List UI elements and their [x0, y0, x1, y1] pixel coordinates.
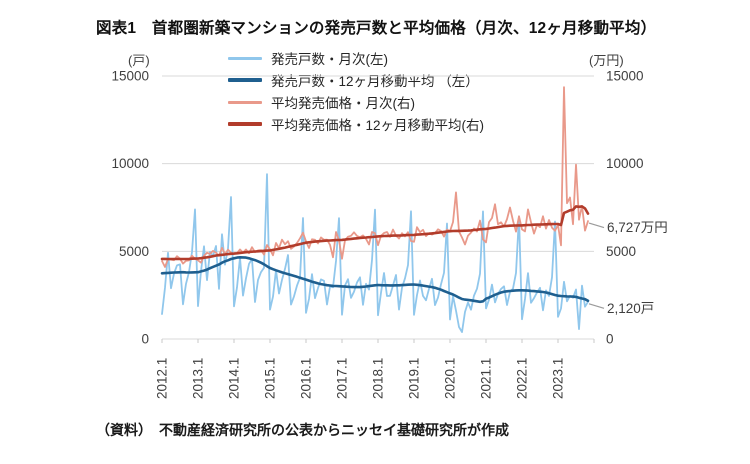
y-right-tick-5000: 5000 [606, 244, 636, 259]
legend-line-swatch [228, 122, 262, 126]
y-left-tick-0: 0 [141, 332, 149, 347]
series-line-units-monthly [161, 173, 589, 334]
y-axis-left-tick-labels: 0 5000 10000 15000 [111, 69, 149, 347]
x-tick-label-2023.1: 2023.1 [551, 358, 566, 399]
legend-line-swatch [228, 100, 262, 104]
legend-item-label: 発売戸数・12ヶ月移動平均 （左） [271, 74, 479, 89]
legend-item-2: 平均発売価格・月次(右) [228, 91, 484, 113]
x-tick-label-2022.1: 2022.1 [515, 358, 530, 399]
y-right-tick-15000: 15000 [606, 69, 644, 84]
x-tick-label-2019.1: 2019.1 [407, 358, 422, 399]
legend: 発売戸数・月次(左) 発売戸数・12ヶ月移動平均 （左） 平均発売価格・月次(右) 平… [228, 47, 484, 135]
series-line-units-ma12 [160, 255, 590, 304]
value-annotations: 6,727万円 2,120戸 [588, 220, 668, 316]
legend-item-label: 発売戸数・月次(左) [271, 52, 388, 67]
x-tick-label-2017.1: 2017.1 [335, 358, 350, 399]
x-axis-ticks [161, 339, 595, 343]
x-tick-label-2015.1: 2015.1 [263, 358, 278, 399]
price-latest-annotation-leader-line [588, 222, 605, 229]
legend-line-swatch [228, 78, 262, 82]
y-right-tick-0: 0 [606, 332, 614, 347]
data-series-lines [160, 86, 590, 334]
price-latest-annotation: 6,727万円 [607, 220, 668, 235]
left-axis-unit-label: (戸) [128, 53, 150, 68]
legend-item-3: 平均発売価格・12ヶ月移動平均(右) [228, 113, 484, 135]
legend-item-label: 平均発売価格・12ヶ月移動平均(右) [271, 118, 485, 133]
y-axis-right-tick-labels: 0 5000 10000 15000 [606, 69, 644, 347]
legend-item-0: 発売戸数・月次(左) [228, 47, 484, 69]
right-axis-unit-label: (万円) [589, 53, 624, 68]
source-note: （資料） 不動産経済研究所の公表からニッセイ基礎研究所が作成 [96, 422, 509, 438]
x-axis-tick-labels: 2012.1 2013.1 2014.1 2015.1 2016.1 2017.1 2018… [155, 358, 566, 399]
legend-line-swatch [228, 56, 262, 60]
y-left-tick-10000: 10000 [111, 156, 149, 171]
x-tick-label-2016.1: 2016.1 [299, 358, 314, 399]
x-tick-label-2020.1: 2020.1 [443, 358, 458, 399]
legend-item-label: 平均発売価格・月次(右) [271, 96, 415, 111]
x-tick-label-2012.1: 2012.1 [155, 358, 170, 399]
chart-title: 図表1 首都圏新築マンションの発売戸数と平均価格（月次、12ヶ月移動平均） [96, 20, 657, 37]
units-latest-annotation: 2,120戸 [607, 301, 654, 316]
y-left-tick-15000: 15000 [111, 69, 149, 84]
series-line-price-ma12 [160, 205, 590, 261]
x-tick-label-2013.1: 2013.1 [191, 358, 206, 399]
x-tick-label-2021.1: 2021.1 [479, 358, 494, 399]
y-left-tick-5000: 5000 [119, 244, 149, 259]
x-tick-label-2018.1: 2018.1 [371, 358, 386, 399]
units-latest-annotation-leader-line [588, 303, 605, 309]
legend-item-1: 発売戸数・12ヶ月移動平均 （左） [228, 69, 484, 91]
x-tick-label-2014.1: 2014.1 [227, 358, 242, 399]
y-right-tick-10000: 10000 [606, 156, 644, 171]
